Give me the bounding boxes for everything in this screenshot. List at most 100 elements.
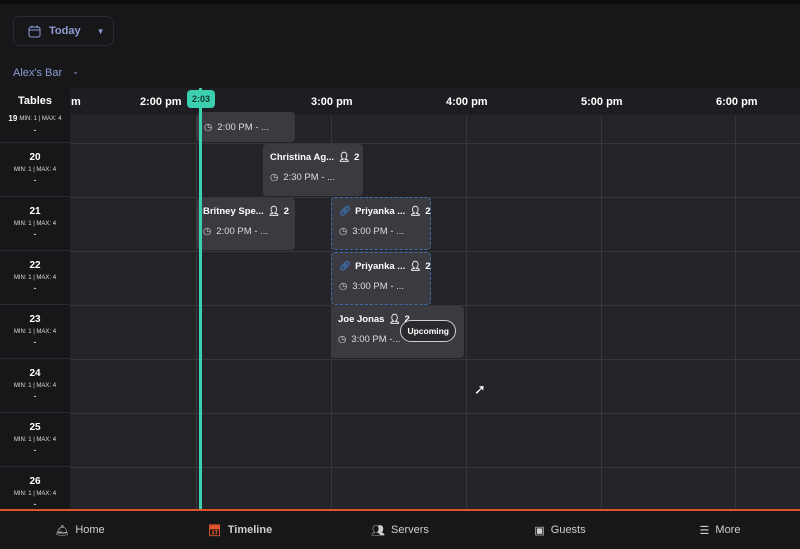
nav-label: Timeline bbox=[227, 524, 273, 536]
clock-icon: ◷ bbox=[204, 122, 213, 133]
nav-more[interactable]: ☰ More bbox=[640, 511, 800, 549]
cloche-icon: 🛎︎ bbox=[55, 524, 70, 537]
nav-guests[interactable]: ▣ Guests bbox=[480, 511, 640, 549]
table-status: - bbox=[33, 499, 37, 509]
party-size: 2 bbox=[425, 261, 431, 272]
person-icon: 👤︎ bbox=[409, 206, 422, 217]
nav-label: Servers bbox=[391, 524, 429, 536]
date-picker-button[interactable]: Today ▼ bbox=[13, 16, 114, 46]
tables-header: Tables bbox=[0, 88, 70, 110]
guest-name: Joe Jonas bbox=[338, 314, 385, 325]
grid-line bbox=[601, 115, 602, 510]
top-bar bbox=[0, 0, 800, 4]
grid-line bbox=[70, 413, 800, 414]
table-row[interactable]: 20 MIN: 1 | MAX: 4 - bbox=[0, 143, 70, 197]
bottom-nav: 🛎︎ Home 📅︎ Timeline 👥︎ Servers ▣ Guests ☰ Mor… bbox=[0, 509, 800, 549]
table-row[interactable]: 22 MIN: 1 | MAX: 4 - bbox=[0, 251, 70, 305]
table-row-summary: 19 MIN: 1 | MAX: 4 bbox=[0, 114, 70, 123]
guest-name: Christina Ag... bbox=[270, 152, 335, 163]
table-number: 22 bbox=[29, 260, 41, 271]
table-number: 20 bbox=[29, 152, 41, 163]
calendar-icon bbox=[28, 25, 41, 37]
table-status: - bbox=[33, 175, 37, 185]
guest-name: Britney Spe... bbox=[203, 206, 264, 217]
caret-down-icon: ▼ bbox=[96, 26, 105, 36]
person-icon: 👤︎ bbox=[267, 206, 280, 217]
table-row[interactable]: 23 MIN: 1 | MAX: 4 - bbox=[0, 305, 70, 359]
table-capacity: MIN: 1 | MAX: 4 bbox=[13, 491, 57, 497]
current-time-line bbox=[199, 88, 202, 510]
status-badge: Upcoming bbox=[400, 320, 456, 342]
guest-name: Priyanka ... bbox=[355, 206, 406, 217]
linked-reservation-card[interactable]: 🔗︎ Priyanka ... 👤︎ 2 ◷ 3:00 PM - ... bbox=[331, 252, 431, 305]
timeline-grid[interactable]: m 2:00 pm 3:00 pm 4:00 pm 5:00 pm 6:00 p… bbox=[0, 88, 800, 510]
reservation-time: 2:00 PM - ... bbox=[216, 226, 269, 237]
nav-label: More bbox=[715, 524, 741, 536]
reservation-card[interactable]: Britney Spe... 👤︎ 2 ◷ 2:00 PM - ... bbox=[197, 198, 295, 250]
person-icon: 👤︎ bbox=[388, 314, 401, 325]
table-row[interactable]: 19 MIN: 1 | MAX: 4 - bbox=[0, 89, 70, 143]
party-size: 2 bbox=[405, 314, 410, 325]
table-status: - bbox=[33, 229, 37, 239]
reservation-time: 3:00 PM - ... bbox=[352, 281, 405, 292]
hour-label: m bbox=[71, 96, 81, 108]
person-icon: 👤︎ bbox=[338, 152, 351, 163]
nav-home[interactable]: 🛎︎ Home bbox=[0, 511, 160, 549]
table-number: 23 bbox=[29, 314, 41, 325]
nav-timeline[interactable]: 📅︎ Timeline bbox=[160, 511, 320, 549]
table-capacity: MIN: 1 | MAX: 4 bbox=[19, 115, 62, 122]
party-size: 2 bbox=[425, 206, 431, 217]
reservation-card[interactable]: ◷ 2:00 PM - ... bbox=[197, 112, 295, 142]
menu-icon: ☰ bbox=[699, 524, 710, 537]
grid-line bbox=[70, 143, 800, 144]
table-capacity: MIN: 1 | MAX: 4 bbox=[13, 275, 57, 281]
reservation-time: 3:00 PM -... bbox=[351, 334, 401, 345]
reservation-time: 2:00 PM - ... bbox=[217, 122, 270, 133]
table-number: 26 bbox=[29, 476, 41, 487]
table-row[interactable]: 25 MIN: 1 | MAX: 4 - bbox=[0, 413, 70, 467]
hour-label: 3:00 pm bbox=[311, 96, 353, 108]
table-row[interactable]: 21 MIN: 1 | MAX: 4 - bbox=[0, 197, 70, 251]
table-capacity: MIN: 1 | MAX: 4 bbox=[13, 437, 57, 443]
table-capacity: MIN: 1 | MAX: 4 bbox=[13, 329, 57, 335]
time-header: m 2:00 pm 3:00 pm 4:00 pm 5:00 pm 6:00 p… bbox=[0, 88, 800, 115]
nav-servers[interactable]: 👥︎ Servers bbox=[320, 511, 480, 549]
table-capacity: MIN: 1 | MAX: 4 bbox=[13, 167, 57, 173]
table-status: - bbox=[33, 391, 37, 401]
guest-card-icon: ▣ bbox=[534, 524, 545, 537]
clock-icon: ◷ bbox=[270, 172, 279, 183]
reservation-card[interactable]: Joe Jonas👤︎ 2 ◷ 3:00 PM -... Upcoming bbox=[331, 306, 464, 358]
tables-column: 19 MIN: 1 | MAX: 4- 20 MIN: 1 | MAX: 4- 21… bbox=[0, 88, 70, 510]
grid-line bbox=[70, 305, 800, 306]
table-number: 21 bbox=[29, 206, 41, 217]
table-row[interactable]: 24 MIN: 1 | MAX: 4 - bbox=[0, 359, 70, 413]
mouse-cursor-icon: ➚ bbox=[474, 381, 486, 397]
table-row[interactable]: 26 MIN: 1 | MAX: 4 - bbox=[0, 467, 70, 510]
table-number: 19 bbox=[8, 114, 18, 123]
table-number: 24 bbox=[29, 368, 41, 379]
grid-line bbox=[196, 115, 197, 510]
table-capacity: MIN: 1 | MAX: 4 bbox=[13, 221, 57, 227]
nav-label: Home bbox=[75, 524, 105, 536]
table-status: - bbox=[33, 445, 37, 455]
chevron-down-icon: ⌄ bbox=[72, 67, 79, 76]
hour-label: 6:00 pm bbox=[716, 96, 758, 108]
hour-label: 5:00 pm bbox=[581, 96, 623, 108]
reservation-card[interactable]: Christina Ag... 👤︎ 2 ◷ 2:30 PM - ... bbox=[263, 144, 363, 196]
grid-line bbox=[70, 359, 800, 360]
grid-line bbox=[70, 467, 800, 468]
person-icon: 👤︎ bbox=[409, 261, 422, 272]
grid-line bbox=[70, 197, 800, 198]
grid-line bbox=[735, 115, 736, 510]
venue-selector[interactable]: Alex's Bar ⌄ bbox=[13, 67, 79, 79]
table-capacity: MIN: 1 | MAX: 4 bbox=[13, 383, 57, 389]
grid-line bbox=[70, 251, 800, 252]
venue-name: Alex's Bar bbox=[13, 67, 63, 79]
table-number: 25 bbox=[29, 422, 41, 433]
clock-icon: ◷ bbox=[339, 226, 348, 237]
servers-icon: 👥︎ bbox=[371, 524, 386, 537]
hour-label: 2:00 pm bbox=[140, 96, 182, 108]
clock-icon: ◷ bbox=[203, 226, 212, 237]
calendar-clock-icon: 📅︎ bbox=[207, 524, 222, 537]
linked-reservation-card[interactable]: 🔗︎ Priyanka ... 👤︎ 2 ◷ 3:00 PM - ... bbox=[331, 197, 431, 250]
